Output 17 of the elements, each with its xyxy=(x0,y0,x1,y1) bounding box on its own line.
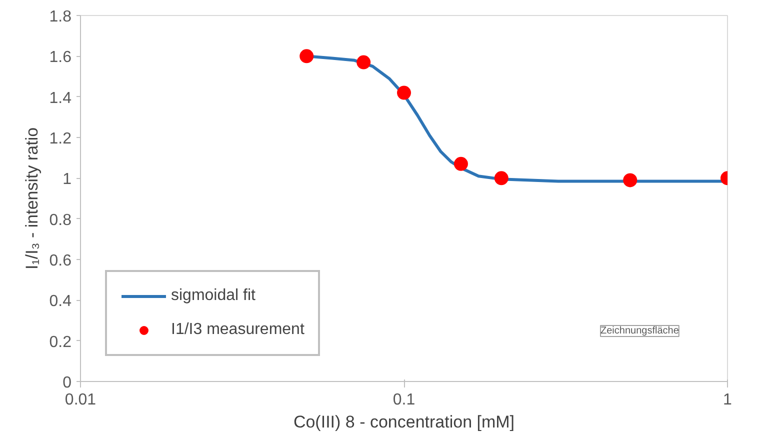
y-tick-label: 0.8 xyxy=(49,212,72,229)
y-tick-label: 1 xyxy=(62,171,72,188)
y-tick-label: 1.8 xyxy=(49,8,72,26)
y-tick-label: 0.2 xyxy=(49,334,72,351)
x-axis-title: Co(III) 8 - concentration [mM] xyxy=(293,412,515,432)
x-tick-label: 1 xyxy=(723,392,732,408)
legend-label: I1/I3 measurement xyxy=(171,321,304,339)
x-tick-label: 0.1 xyxy=(392,392,416,408)
y-tick-label: 0.4 xyxy=(49,293,72,310)
y-axis-title: I₁/I₃ - intensity ratio xyxy=(22,127,42,270)
y-tick-label: 1.2 xyxy=(49,130,72,148)
y-tick-label: 1.4 xyxy=(49,90,72,107)
y-tick-label: 0.6 xyxy=(49,252,72,270)
y-tick-label: 0 xyxy=(62,374,72,392)
x-tick-label: 0.01 xyxy=(64,392,96,408)
legend-label: sigmoidal fit xyxy=(171,287,256,305)
y-tick-label: 1.6 xyxy=(49,49,72,66)
